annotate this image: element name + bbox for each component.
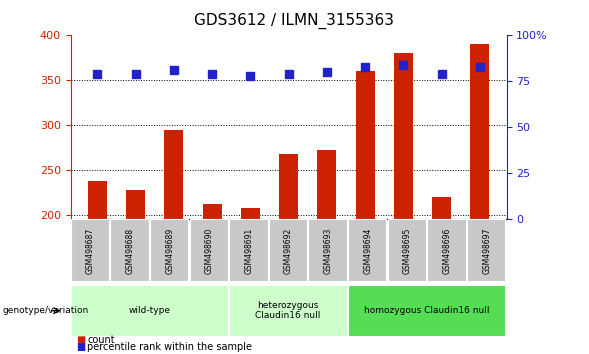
Bar — [356, 71, 375, 219]
Bar — [126, 190, 145, 219]
Text: homozygous Claudin16 null: homozygous Claudin16 null — [364, 306, 489, 315]
Text: GSM498690: GSM498690 — [205, 227, 214, 274]
Text: GSM498688: GSM498688 — [125, 227, 135, 274]
Text: GSM498695: GSM498695 — [403, 227, 412, 274]
Text: percentile rank within the sample: percentile rank within the sample — [87, 342, 252, 352]
Bar — [241, 208, 260, 219]
Bar — [88, 181, 107, 219]
Text: GSM498687: GSM498687 — [86, 227, 95, 274]
Text: GSM498689: GSM498689 — [166, 227, 174, 274]
Bar — [432, 197, 451, 219]
Text: GSM498691: GSM498691 — [244, 227, 253, 274]
Text: wild-type: wild-type — [128, 306, 170, 315]
Bar — [317, 150, 336, 219]
Text: count: count — [87, 335, 115, 345]
Text: GSM498694: GSM498694 — [363, 227, 372, 274]
Text: GDS3612 / ILMN_3155363: GDS3612 / ILMN_3155363 — [194, 12, 395, 29]
Bar — [470, 44, 489, 219]
Text: genotype/variation: genotype/variation — [3, 306, 89, 315]
Bar — [203, 204, 221, 219]
Bar — [164, 130, 183, 219]
Bar — [279, 154, 298, 219]
Text: GSM498693: GSM498693 — [324, 227, 333, 274]
Text: GSM498697: GSM498697 — [482, 227, 491, 274]
Bar — [394, 53, 413, 219]
Text: heterozygous
Claudin16 null: heterozygous Claudin16 null — [256, 301, 320, 320]
Text: GSM498692: GSM498692 — [284, 227, 293, 274]
Text: ■: ■ — [77, 342, 86, 352]
Text: GSM498696: GSM498696 — [442, 227, 452, 274]
Text: ■: ■ — [77, 335, 86, 345]
